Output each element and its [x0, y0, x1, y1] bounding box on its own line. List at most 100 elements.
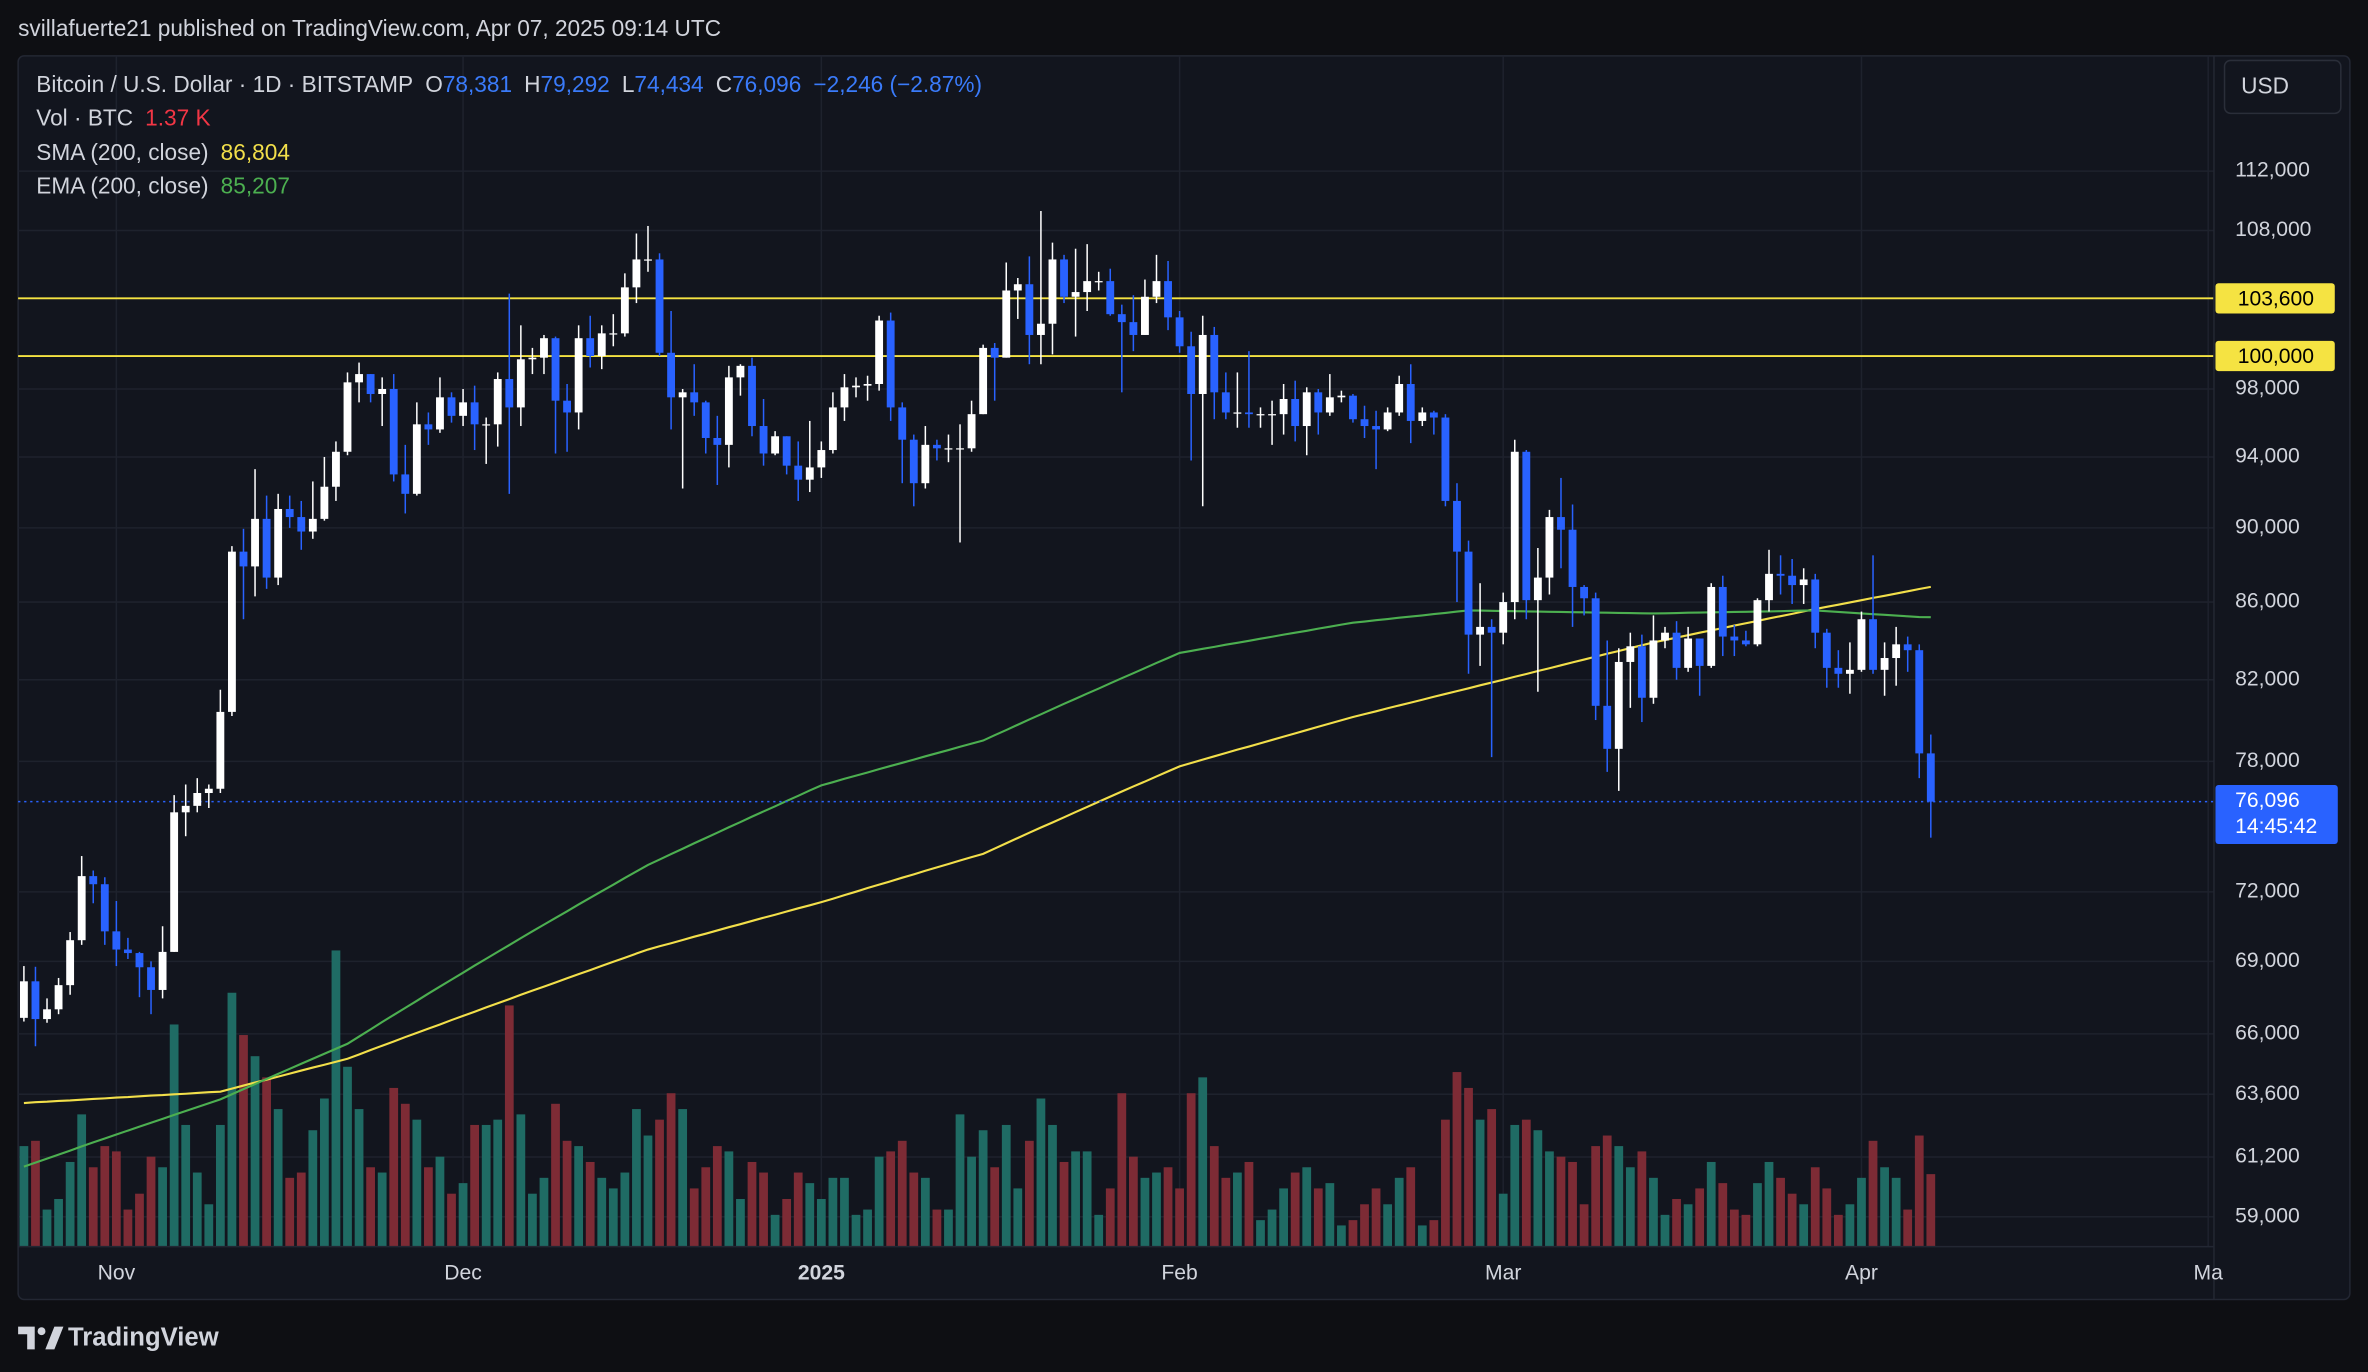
volume-bar	[285, 1177, 295, 1247]
candle-body	[19, 981, 28, 1018]
volume-bar	[874, 1156, 884, 1247]
volume-bar	[1140, 1177, 1150, 1247]
candle-body	[1545, 517, 1554, 578]
volume-bar	[1082, 1151, 1092, 1247]
volume-bar	[169, 1024, 179, 1247]
volume-bar	[759, 1172, 768, 1247]
candle-body	[921, 444, 930, 484]
candle-body	[1360, 419, 1369, 427]
volume-bar	[19, 1146, 29, 1247]
level-label: 103,600	[2238, 287, 2314, 310]
volume-bar	[932, 1209, 942, 1247]
volume-bar	[447, 1193, 456, 1247]
candle-body	[540, 338, 548, 358]
volume-bar	[944, 1209, 953, 1247]
volume-bar	[539, 1177, 549, 1247]
volume-bar	[1545, 1151, 1554, 1247]
candle-body	[135, 953, 144, 968]
candle-body	[1141, 296, 1149, 335]
volume-bar	[678, 1109, 688, 1247]
x-tick-label: Nov	[98, 1261, 136, 1284]
candle-body	[805, 467, 814, 480]
volume-bar	[724, 1151, 734, 1247]
currency-button[interactable]	[2223, 59, 2342, 115]
y-tick-label: 78,000	[2235, 749, 2300, 772]
candle-body	[285, 508, 294, 518]
candle-body	[551, 338, 560, 401]
volume-bar	[1637, 1151, 1647, 1247]
candle-body	[355, 374, 363, 383]
ohlc-key: L	[622, 71, 635, 97]
volume-bar	[1452, 1072, 1462, 1247]
level-label-box	[2215, 340, 2335, 372]
candle-body	[713, 437, 722, 445]
volume-bar	[123, 1209, 133, 1247]
level-label-box	[2215, 283, 2335, 314]
volume-bar	[1926, 1174, 1936, 1247]
volume-bar	[504, 1005, 514, 1247]
legend-sma: SMA (200, close) 86,804	[36, 139, 290, 165]
y-tick-label: 72,000	[2235, 879, 2300, 902]
volume-bar	[1371, 1188, 1381, 1247]
candle-body	[1718, 586, 1727, 637]
volume-bar	[712, 1146, 722, 1247]
candle-body	[1845, 669, 1854, 674]
volume-bar	[158, 1167, 167, 1247]
volume-bar	[574, 1146, 584, 1247]
candle-body	[1568, 529, 1577, 587]
candle-body	[1811, 579, 1820, 633]
candle-body	[1372, 426, 1381, 430]
candle-body	[898, 407, 907, 440]
candle-body	[77, 876, 86, 941]
candle-body	[389, 388, 398, 475]
candle-body	[1533, 577, 1542, 601]
volume-value: 1.37 K	[145, 104, 210, 130]
volume-bar	[597, 1177, 607, 1247]
candle-body	[1695, 638, 1704, 666]
candle-body	[944, 448, 953, 450]
candle-body	[1164, 281, 1172, 318]
volume-bar	[227, 992, 237, 1247]
candle-body	[863, 384, 872, 386]
currency[interactable]: USD	[2241, 73, 2289, 99]
ohlc-value: 79,292	[541, 71, 610, 97]
volume-bars	[19, 950, 1936, 1247]
volume-bar	[1233, 1172, 1242, 1247]
volume-bar	[1903, 1209, 1913, 1247]
candle-body	[158, 951, 167, 990]
volume-bar	[215, 1124, 225, 1247]
volume-bar	[1753, 1183, 1762, 1247]
volume-bar	[1521, 1119, 1531, 1247]
x-tick-label: Feb	[1161, 1261, 1197, 1284]
y-tick-label: 94,000	[2235, 445, 2300, 468]
volume-bar	[1221, 1177, 1231, 1247]
candle-body	[505, 379, 514, 408]
candles	[19, 210, 1935, 1047]
level-label: 100,000	[2238, 345, 2314, 368]
candle-body	[678, 392, 687, 398]
y-tick-label: 112,000	[2235, 159, 2310, 182]
candle-body	[216, 711, 225, 789]
candle-body	[89, 876, 98, 885]
volume-bar	[1845, 1204, 1855, 1247]
ohlc-key: C	[716, 71, 732, 97]
volume-bar	[1441, 1119, 1450, 1247]
candle-body	[1753, 600, 1762, 645]
chart-pane	[17, 55, 2351, 1301]
candle-body	[782, 436, 791, 466]
volume-bar	[747, 1161, 757, 1247]
candle-body	[1926, 753, 1935, 802]
volume-bar	[1533, 1130, 1543, 1247]
y-tick-label: 59,000	[2235, 1204, 2300, 1227]
candle-body	[1915, 650, 1924, 754]
candle-body	[1684, 638, 1693, 668]
volume-bar	[42, 1209, 52, 1247]
ma-line	[23, 609, 1931, 1168]
candle-body	[1245, 412, 1253, 415]
volume-bar	[1718, 1183, 1728, 1247]
volume-bar	[481, 1124, 491, 1247]
volume-bar	[528, 1193, 537, 1247]
y-tick-label: 108,000	[2235, 218, 2311, 241]
volume-bar	[77, 1114, 87, 1247]
